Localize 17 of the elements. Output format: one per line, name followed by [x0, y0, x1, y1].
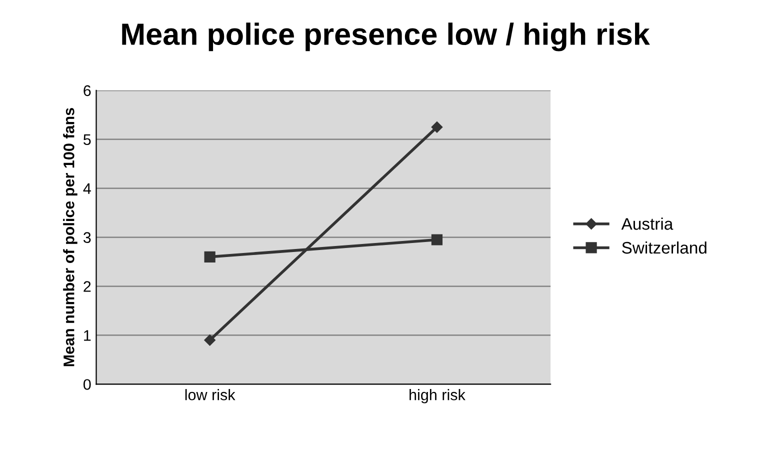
y-tick-label: 4 [83, 183, 91, 194]
chart-title: Mean police presence low / high risk [122, 22, 650, 52]
y-tick-label: 1 [84, 330, 91, 341]
y-tick-label: 3 [83, 232, 91, 243]
point [204, 334, 216, 346]
point [431, 122, 443, 133]
y-tick-label: 6 [84, 85, 91, 96]
y-axis-title: Mean number of police per 100 fans [63, 108, 78, 366]
y-tick-label: 0 [83, 379, 91, 390]
point [431, 234, 443, 246]
x-tick-label: low risk [185, 389, 236, 400]
y-tick-label: 2 [84, 281, 91, 292]
legend-label: Austria [621, 218, 674, 230]
y-tick-label: 5 [84, 134, 91, 146]
x-tick-label: high risk [410, 389, 466, 404]
legend-label: Switzerland [622, 241, 706, 254]
point [204, 251, 216, 262]
